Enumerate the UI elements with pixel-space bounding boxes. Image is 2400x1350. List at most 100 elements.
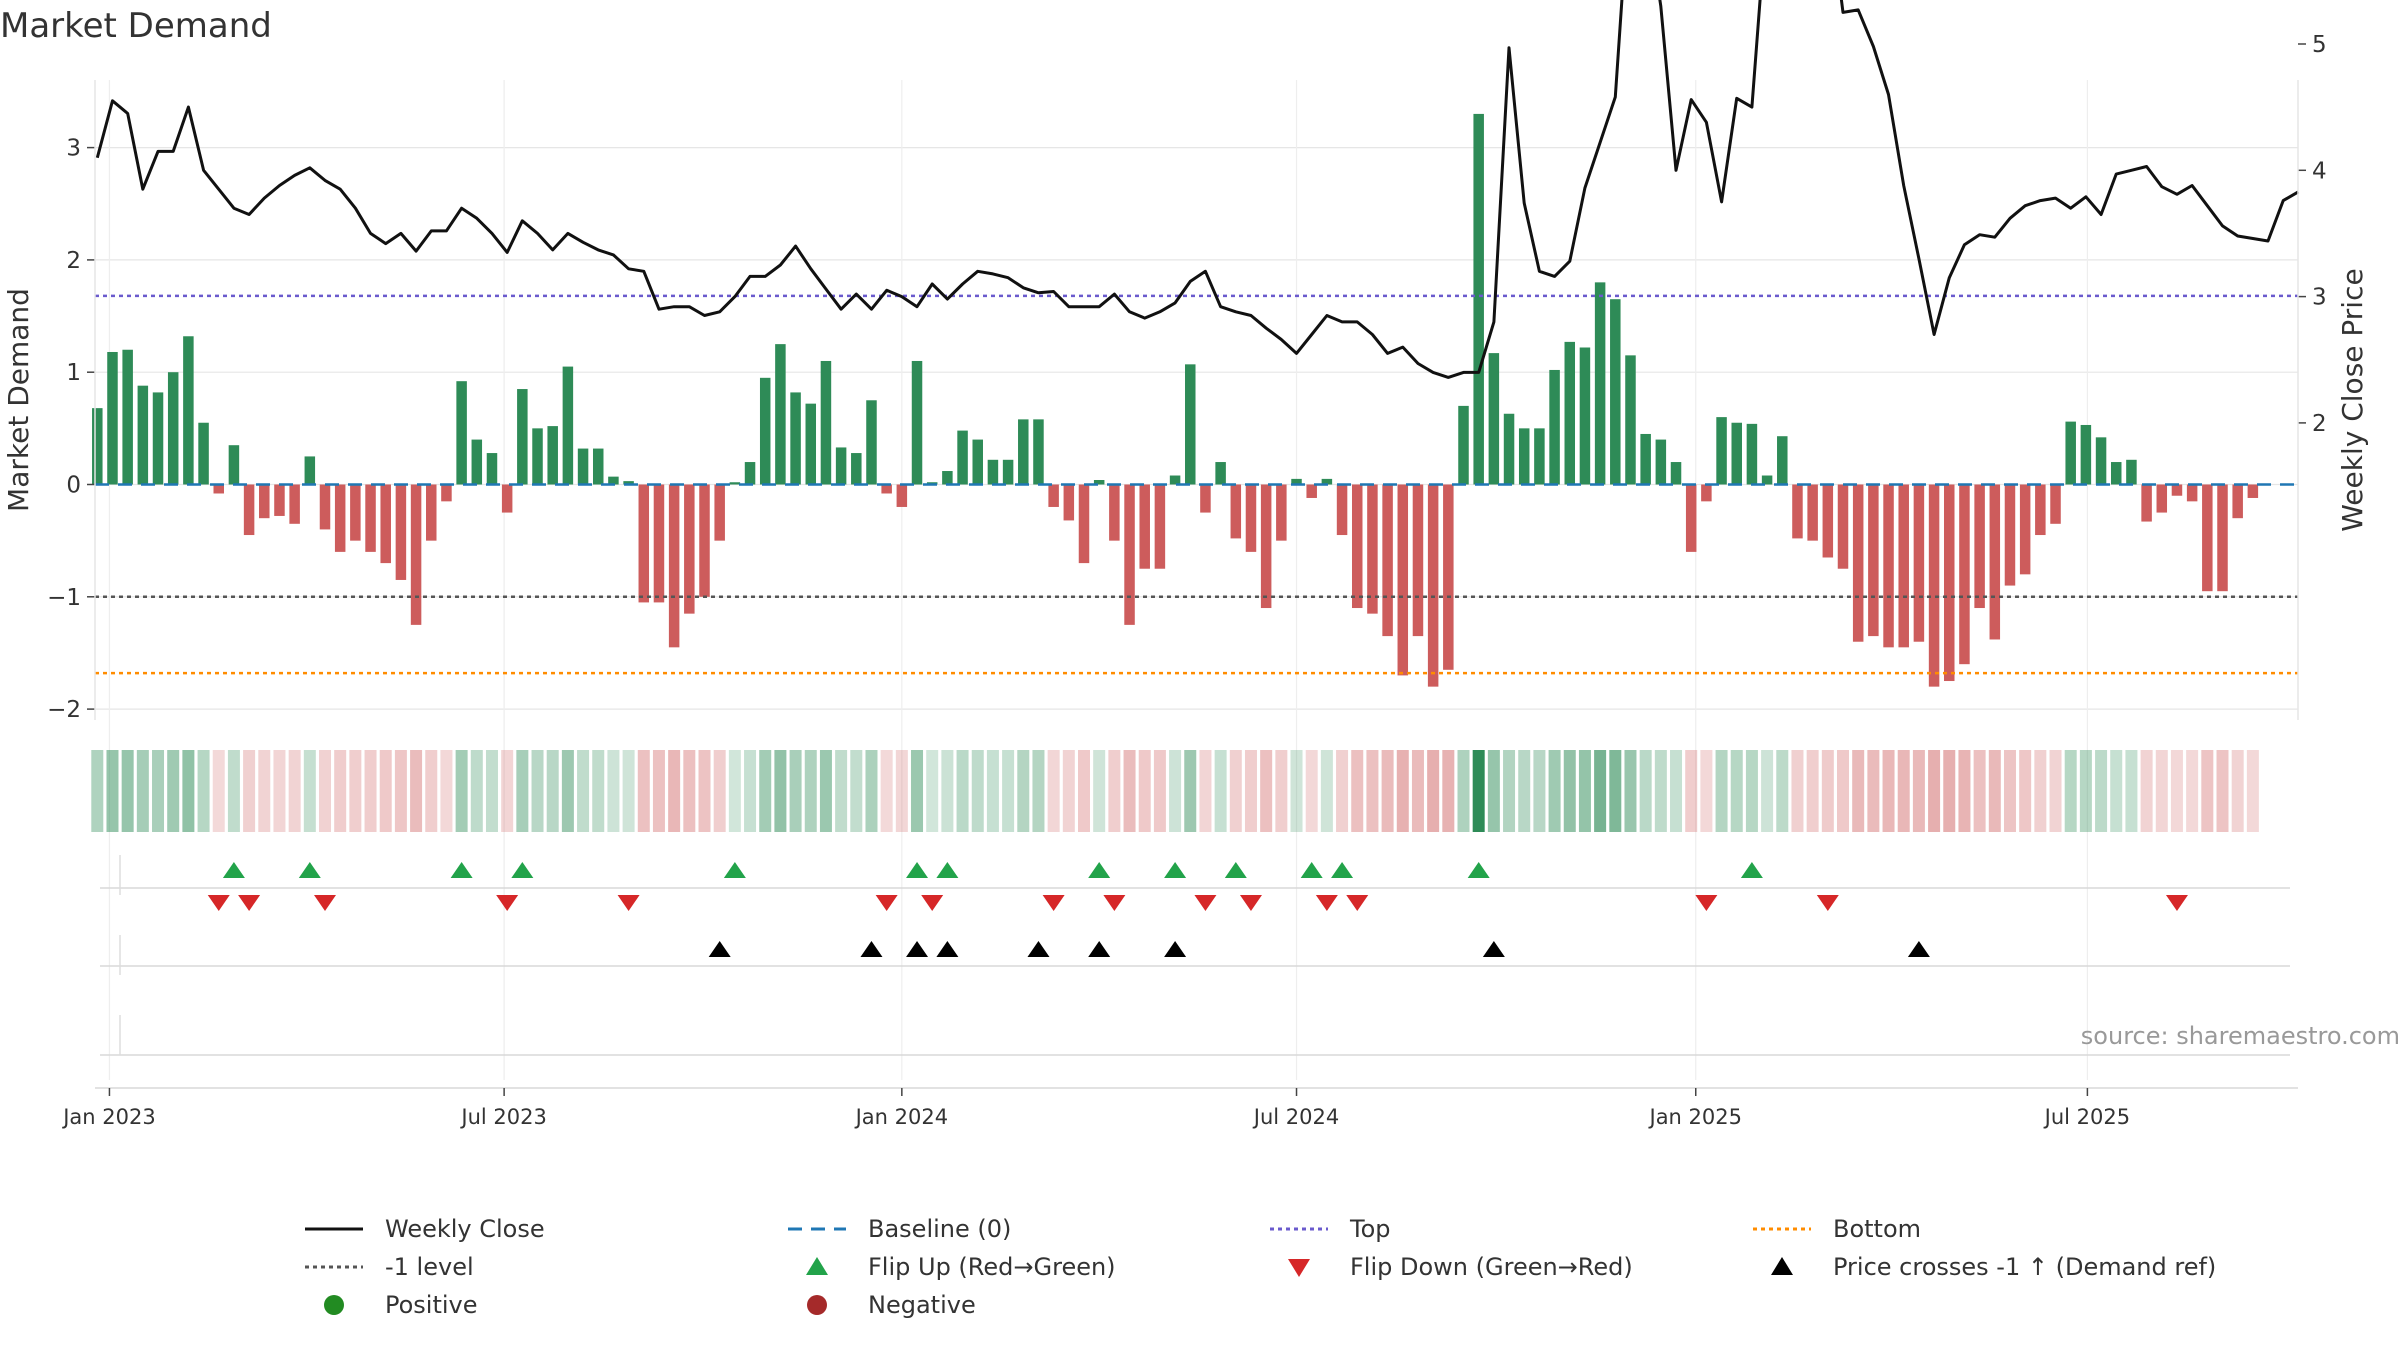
demand-bar: [501, 484, 513, 513]
demand-bar: [1974, 484, 1985, 609]
legend-item-positive: Positive: [305, 1291, 478, 1319]
legend-item-baseline: Baseline (0): [788, 1215, 1011, 1243]
strip-cell: [364, 750, 377, 832]
demand-bar: [775, 344, 786, 485]
strip-cell: [1017, 750, 1030, 832]
strip-cell: [1214, 750, 1227, 832]
demand-bar: [820, 360, 832, 485]
demand-bar: [1731, 422, 1742, 485]
demand-bar: [866, 400, 877, 485]
strip-cell: [561, 750, 574, 832]
demand-bar: [1002, 459, 1014, 485]
flip-down-marker: [496, 895, 519, 911]
strip-cell: [1988, 750, 2001, 832]
demand-bar: [790, 392, 801, 485]
strip-cell: [607, 750, 620, 832]
legend-item-top: Top: [1270, 1215, 1391, 1243]
strip-cell: [1700, 750, 1713, 832]
legend-item-price-cross: Price crosses -1 ↑ (Demand ref): [1753, 1253, 2216, 1281]
demand-bar: [1761, 475, 1773, 485]
strip-cell: [2201, 750, 2214, 832]
demand-bar: [2050, 484, 2061, 524]
strip-cell: [1912, 750, 1925, 832]
demand-bar: [2171, 484, 2183, 496]
demand-bar: [1443, 484, 1454, 670]
strip-cell: [911, 750, 924, 832]
right-tick-label: 4: [2312, 158, 2327, 184]
demand-bar: [1473, 113, 1484, 485]
demand-bar: [167, 372, 179, 485]
demand-bar: [1503, 413, 1515, 485]
demand-bar: [2156, 484, 2168, 513]
demand-bar: [1837, 484, 1849, 569]
demand-bar: [1260, 484, 1272, 609]
flip-up-marker: [298, 862, 321, 878]
price-cross-marker: [936, 941, 959, 957]
strip-cell: [1958, 750, 1971, 832]
demand-bar: [911, 360, 923, 485]
strip-cell: [1730, 750, 1743, 832]
legend-item-negative: Negative: [788, 1291, 976, 1319]
strip-cell: [2110, 750, 2123, 832]
demand-bar: [2080, 424, 2092, 485]
legend-dot-icon: [1270, 1227, 1328, 1231]
demand-bar: [1321, 478, 1333, 485]
strip-cell: [1411, 750, 1424, 832]
strip-cell: [1654, 750, 1667, 832]
strip-cell: [1244, 750, 1257, 832]
strip-cell: [774, 750, 787, 832]
demand-bar: [562, 366, 574, 485]
demand-bar: [441, 484, 452, 502]
demand-bar: [152, 392, 164, 485]
strip-cell: [288, 750, 301, 832]
legend-label: -1 level: [385, 1253, 474, 1281]
price-cross-marker: [1088, 941, 1111, 957]
strip-cell: [1973, 750, 1986, 832]
demand-bar: [395, 484, 407, 580]
x-tick-label: Jan 2025: [1648, 1105, 1743, 1129]
strip-cell: [1229, 750, 1242, 832]
demand-bar: [1822, 484, 1834, 558]
left-tick-label: 1: [66, 360, 81, 386]
demand-bar: [1245, 484, 1257, 552]
flip-down-marker: [238, 895, 261, 911]
circle-icon: [807, 1295, 827, 1315]
strip-cell: [850, 750, 863, 832]
strip-cell: [1396, 750, 1409, 832]
demand-bar: [1351, 484, 1363, 609]
strip-cell: [91, 750, 104, 832]
flip-up-marker: [906, 862, 929, 878]
strip-cell: [1002, 750, 1015, 832]
strip-cell: [1563, 750, 1576, 832]
flip-down-marker: [314, 895, 336, 911]
demand-bar: [714, 484, 725, 541]
flip-up-marker: [936, 862, 959, 878]
price-cross-marker: [1164, 941, 1187, 957]
demand-bar: [274, 484, 285, 516]
legend-item-weekly-close: Weekly Close: [305, 1215, 545, 1243]
demand-bar: [2202, 484, 2213, 592]
strip-cell: [713, 750, 726, 832]
strip-cell: [2049, 750, 2062, 832]
price-cross-marker: [906, 941, 929, 957]
demand-color-strip: [91, 750, 2259, 832]
demand-bar: [684, 484, 695, 614]
flip-up-marker: [1331, 862, 1354, 878]
strip-cell: [1032, 750, 1045, 832]
strip-cell: [622, 750, 635, 832]
strip-cell: [501, 750, 514, 832]
strip-cell: [1624, 750, 1637, 832]
strip-cell: [1594, 750, 1607, 832]
strip-cell: [2140, 750, 2153, 832]
demand-bar: [1488, 353, 1500, 485]
right-tick-label: 3: [2312, 285, 2327, 311]
strip-cell: [182, 750, 195, 832]
demand-bar: [1458, 405, 1469, 485]
strip-cell: [136, 750, 149, 832]
strip-cell: [1821, 750, 1834, 832]
strip-cell: [1427, 750, 1440, 832]
strip-cell: [789, 750, 802, 832]
flip-down-marker: [1346, 895, 1369, 911]
demand-bar: [486, 453, 498, 485]
demand-bar: [1215, 462, 1226, 485]
